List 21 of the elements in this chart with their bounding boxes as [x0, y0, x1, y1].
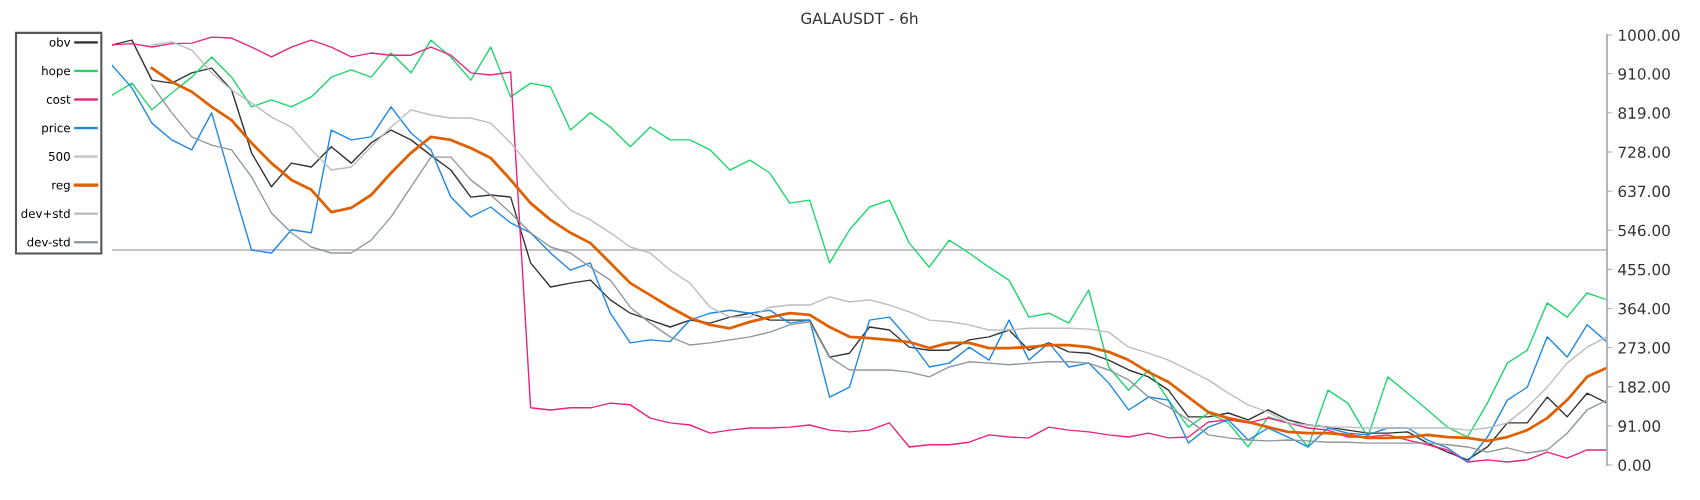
legend-label: 500: [49, 151, 70, 161]
y-tick-label: 910.00: [1618, 68, 1670, 80]
y-tick-label: 637.00: [1618, 185, 1670, 198]
legend-label: dev-std: [27, 237, 70, 247]
legend-label: reg: [52, 182, 70, 192]
y-tick-label: 91.00: [1618, 420, 1661, 432]
y-tick-label: 364.00: [1618, 302, 1670, 315]
y-tick-label: 0.00: [1618, 459, 1651, 472]
chart-title: GALAUSDT - 6h: [801, 12, 918, 25]
legend-label: dev+std: [21, 208, 70, 218]
y-tick-label: 728.00: [1618, 146, 1670, 158]
y-tick-label: 455.00: [1618, 263, 1670, 276]
legend-label: cost: [46, 95, 71, 104]
y-tick-label: 1000.00: [1619, 29, 1680, 42]
legend-label: hope: [42, 66, 70, 78]
legend-label: price: [42, 123, 70, 135]
y-tick-label: 546.00: [1618, 224, 1670, 237]
y-tick-label: 273.00: [1618, 342, 1670, 354]
y-tick-label: 182.00: [1619, 381, 1670, 393]
y-tick-label: 819.00: [1618, 107, 1670, 119]
legend-label: obv: [49, 37, 71, 47]
